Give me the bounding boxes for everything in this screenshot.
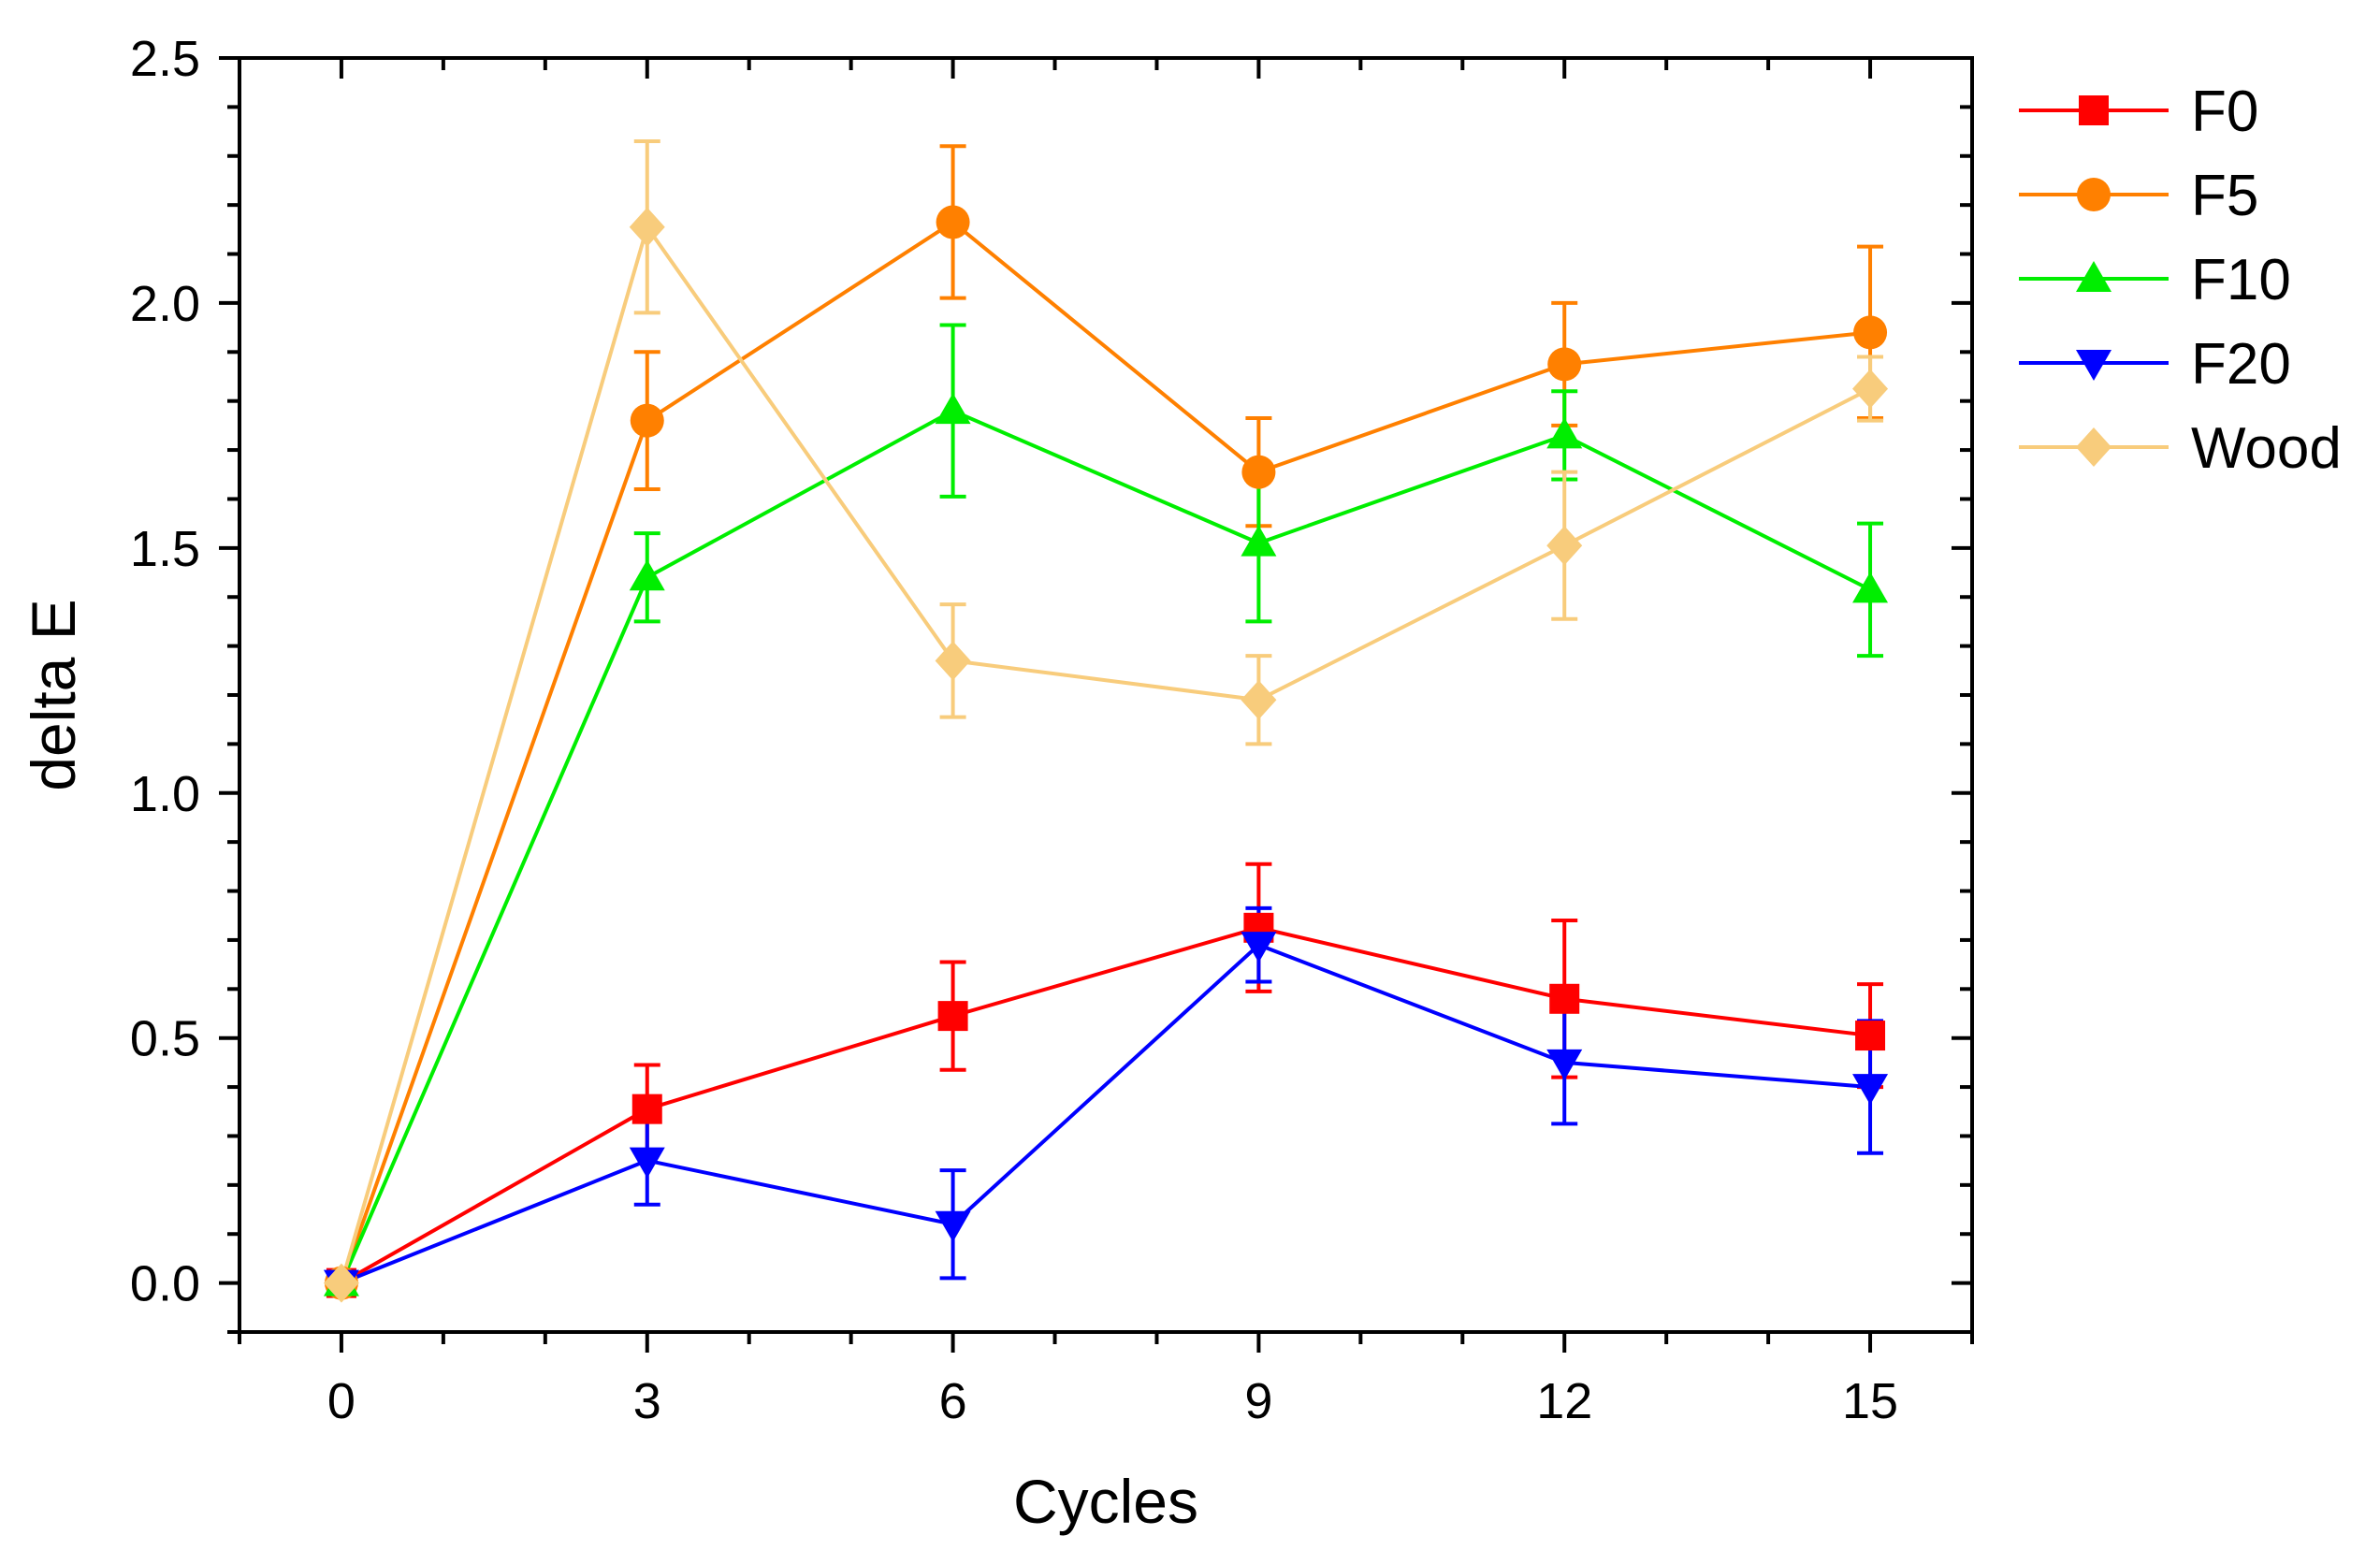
data-point-f5 (1241, 455, 1276, 489)
data-point-f5 (1853, 315, 1888, 350)
data-point-wood (1241, 680, 1277, 720)
data-point-wood (629, 207, 665, 247)
x-tick-label: 15 (1842, 1373, 1898, 1429)
series-line-wood (340, 224, 1871, 1284)
y-axis-title: delta E (19, 599, 88, 790)
data-point-wood (323, 1263, 359, 1303)
data-point-f10 (1241, 525, 1277, 557)
y-tick-label: 2.5 (130, 31, 200, 87)
data-point-f10 (1546, 417, 1583, 449)
data-point-f0 (1549, 983, 1580, 1014)
data-point-wood (1546, 526, 1583, 566)
data-point-f0 (631, 1093, 662, 1124)
y-tick-label: 1.0 (130, 766, 200, 822)
data-point-f0 (937, 1001, 968, 1032)
data-point-f0 (1855, 1021, 1886, 1051)
plot-frame (238, 56, 1974, 1334)
data-point-f5 (1547, 347, 1582, 382)
data-point-f10 (935, 393, 971, 425)
data-point-f20 (1241, 932, 1277, 963)
legend-marker-f20 (2076, 350, 2112, 381)
legend-label-f5: F5 (2191, 164, 2258, 228)
x-tick-label: 3 (633, 1373, 661, 1429)
legend-marker-wood (2076, 427, 2112, 467)
legend-label-f20: F20 (2191, 332, 2291, 397)
data-point-f5 (630, 403, 664, 438)
legend-label-wood: Wood (2191, 416, 2342, 481)
axes-layer: 0 3 6 9 12 15 0.0 0.5 1.0 1.5 2.0 2.5 (130, 31, 1974, 1429)
legend: F0 F5 F10 F20 Wood (2019, 80, 2342, 481)
series-markers-layer (323, 205, 1889, 1303)
x-axis-title: Cycles (1013, 1467, 1198, 1536)
x-tick-label: 0 (327, 1373, 356, 1429)
legend-label-f0: F0 (2191, 80, 2258, 144)
legend-marker-f10 (2076, 261, 2112, 292)
data-point-f20 (1852, 1074, 1889, 1106)
data-point-f20 (629, 1147, 665, 1179)
data-point-f20 (1546, 1049, 1583, 1080)
series-line-f10 (340, 409, 1871, 1284)
x-tick-label: 9 (1244, 1373, 1272, 1429)
y-tick-label: 0.5 (130, 1011, 200, 1067)
x-tick-label: 12 (1536, 1373, 1592, 1429)
legend-label-f10: F10 (2191, 248, 2291, 312)
y-tick-label: 1.5 (130, 521, 200, 577)
data-point-f5 (936, 205, 970, 239)
legend-marker-f5 (2077, 178, 2111, 211)
data-point-f10 (1852, 572, 1889, 603)
x-tick-label: 6 (939, 1373, 967, 1429)
data-point-wood (1852, 369, 1889, 409)
legend-marker-f0 (2079, 95, 2109, 125)
data-point-f10 (629, 559, 665, 591)
data-point-f20 (935, 1210, 971, 1242)
series-line-f0 (340, 925, 1871, 1285)
series-line-f5 (340, 220, 1871, 1284)
y-tick-label: 0.0 (130, 1256, 200, 1312)
data-point-wood (935, 641, 971, 681)
series-line-f20 (341, 943, 1871, 1285)
series-lines-layer (340, 220, 1871, 1285)
y-tick-label: 2.0 (130, 276, 200, 332)
